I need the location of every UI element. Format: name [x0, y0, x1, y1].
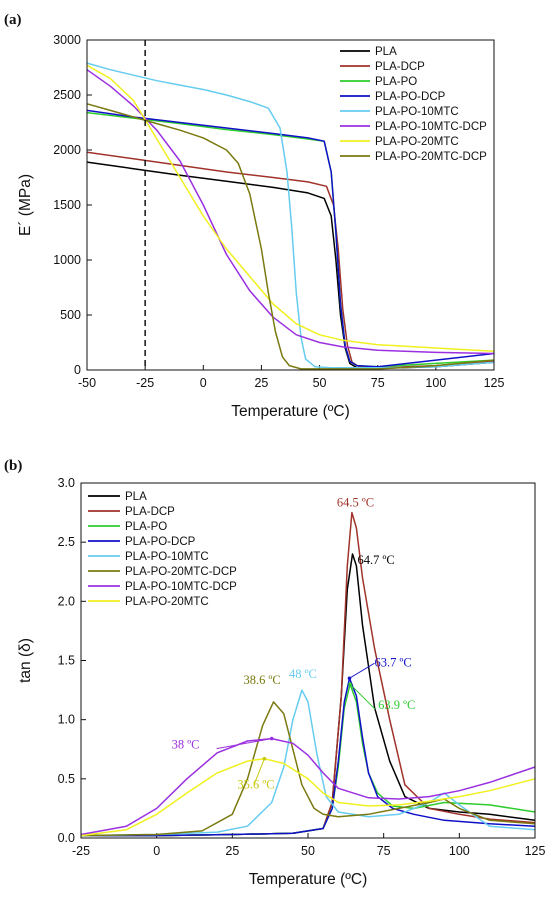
panel-b-ticks: -25 0 25 50 75 100 125 0.0 0.5 1.0 1.5 2.0 2.5 3.0: [58, 476, 546, 858]
peak-annotation-label: 38.6 ºC: [243, 673, 280, 687]
x-tick-label: -50: [78, 376, 96, 390]
panel-b-peak-annotations: 64.5 ºC 64.7 ºC 63.7 ºC 63.9 ºC 48 ºC 38.6 ºC…: [172, 496, 416, 792]
panel-b-plot-frame: [80, 482, 536, 839]
panel-a-ticks: -50 -25 0 25 50 75 100 125 0 500 1000 1500 2000 2500 3…: [53, 33, 504, 390]
y-tick-label: 2.5: [58, 535, 75, 549]
legend-entry: PLA-PO-DCP: [125, 536, 196, 548]
x-tick-label: 0: [200, 376, 207, 390]
x-tick-label: -25: [72, 844, 90, 858]
peak-annotation-label: 35.6 ºC: [237, 778, 274, 792]
series-line-pla-po-10mtc: [86, 62, 495, 369]
x-tick-label: -25: [136, 376, 154, 390]
x-tick-label: 0: [153, 844, 160, 858]
legend-entry: PLA: [375, 46, 397, 58]
legend-entry: PLA-PO: [125, 521, 167, 533]
x-tick-label: 25: [225, 844, 239, 858]
panel-a-plot-frame: [86, 39, 495, 371]
legend-entry: PLA-PO: [375, 76, 417, 88]
legend-entry: PLA-PO-10MTC-DCP: [375, 121, 487, 133]
panel-a-legend: PLA PLA-DCP PLA-PO PLA-PO-DCP PLA-PO-10MTC PL…: [340, 46, 487, 163]
annotation-arrowhead: [348, 682, 352, 686]
legend-entry: PLA-PO-10MTC: [125, 551, 209, 563]
x-tick-label: 75: [377, 844, 391, 858]
annotation-arrow: [216, 738, 272, 750]
x-tick-label: 50: [301, 844, 315, 858]
peak-annotation-label: 64.7 ºC: [357, 553, 394, 567]
series-line-pla-po-20mtc: [80, 757, 536, 837]
panel-a-series-group: [86, 62, 495, 370]
y-tick-label: 1.5: [58, 654, 75, 668]
x-tick-label: 125: [484, 376, 505, 390]
panel-a-storage-modulus: (a) -50 -25 0 25 50 75 100 125 0 500 1000 1500 2000 2…: [4, 12, 504, 420]
legend-entry: PLA-PO-20MTC-DCP: [375, 151, 487, 163]
legend-entry: PLA-PO-10MTC-DCP: [125, 581, 237, 593]
annotation-arrowhead: [262, 756, 267, 761]
legend-entry: PLA: [125, 491, 147, 503]
x-tick-label: 100: [425, 376, 446, 390]
series-line-pla-po-10mtc-dcp: [80, 737, 536, 836]
y-tick-label: 3000: [53, 33, 81, 47]
legend-entry: PLA-PO-20MTC-DCP: [125, 566, 237, 578]
legend-entry: PLA-PO-10MTC: [375, 106, 459, 118]
panel-b-x-axis-label: Temperature (ºC): [249, 871, 368, 888]
annotation-arrowhead: [269, 736, 274, 741]
panel-b-series-group: [80, 511, 536, 837]
y-tick-label: 1.0: [58, 713, 75, 727]
x-tick-label: 50: [313, 376, 327, 390]
y-tick-label: 0.0: [58, 831, 75, 845]
annotation-arrow: [349, 683, 376, 710]
panel-b-tan-delta: (b) -25 0 25 50 75 100 125 0.0 0.5 1.0 1.5 2.0 2.5 3.…: [4, 458, 545, 888]
peak-annotation-label: 63.9 ºC: [378, 698, 415, 712]
x-tick-label: 75: [371, 376, 385, 390]
y-tick-label: 2.0: [58, 594, 75, 608]
y-tick-label: 0.5: [58, 772, 75, 786]
peak-annotation-label: 64.5 ºC: [337, 496, 374, 510]
y-tick-label: 500: [60, 308, 81, 322]
annotation-arrowhead: [347, 676, 352, 681]
annotation-arrow: [253, 758, 265, 784]
series-line-pla-po-10mtc: [80, 689, 536, 837]
peak-annotation-label: 48 ºC: [289, 667, 317, 681]
panel-b-label: (b): [4, 458, 22, 474]
series-line-pla-po-20mtc-dcp: [86, 103, 495, 370]
peak-annotation-label: 38 ºC: [172, 738, 200, 752]
y-tick-label: 1500: [53, 198, 81, 212]
panel-b-y-axis-label: tan (δ): [17, 638, 34, 683]
panel-a-label: (a): [4, 12, 22, 28]
series-line-pla-po-dcp: [86, 109, 495, 368]
legend-entry: PLA-PO-DCP: [375, 91, 446, 103]
series-line-pla: [86, 161, 495, 370]
y-tick-label: 3.0: [58, 476, 75, 490]
legend-entry: PLA-PO-20MTC: [125, 596, 209, 608]
y-tick-label: 1000: [53, 253, 81, 267]
series-line-pla-po-20mtc: [86, 64, 495, 353]
y-tick-label: 2500: [53, 88, 81, 102]
x-tick-label: 25: [254, 376, 268, 390]
x-tick-label: 125: [525, 844, 546, 858]
legend-entry: PLA-DCP: [125, 506, 175, 518]
x-tick-label: 100: [449, 844, 470, 858]
y-tick-label: 0: [74, 363, 81, 377]
legend-entry: PLA-PO-20MTC: [375, 136, 459, 148]
series-line-pla-dcp: [86, 151, 495, 369]
panel-a-y-axis-label: E´ (MPa): [17, 174, 34, 236]
y-tick-label: 2000: [53, 143, 81, 157]
peak-annotation-label: 63.7 ºC: [374, 655, 411, 669]
annotation-arrow: [349, 662, 375, 679]
legend-entry: PLA-DCP: [375, 61, 425, 73]
panel-b-legend: PLA PLA-DCP PLA-PO PLA-PO-DCP PLA-PO-10MTC PL…: [88, 491, 237, 608]
panel-a-x-axis-label: Temperature (ºC): [231, 403, 350, 420]
